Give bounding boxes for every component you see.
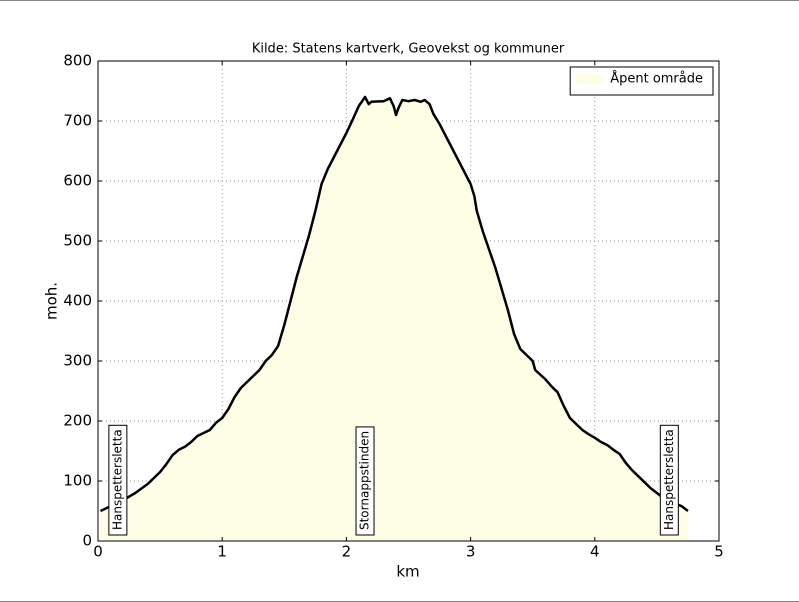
profile-line <box>99 95 689 513</box>
x-tick-label: 3 <box>466 543 476 561</box>
x-tick-label: 2 <box>342 543 352 561</box>
y-tick-label: 500 <box>63 232 92 250</box>
annotation: Stornappstinden <box>355 426 375 536</box>
x-tick-label: 4 <box>590 543 600 561</box>
y-tick-label: 400 <box>63 292 92 310</box>
annotation-label: Hanspettersletta <box>662 429 676 530</box>
annotation: Hanspettersletta <box>659 424 679 536</box>
y-tick-label: 600 <box>63 172 92 190</box>
annotation-label: Hanspettersletta <box>110 429 124 530</box>
legend-label: Åpent område <box>610 71 703 87</box>
chart-title: Kilde: Statens kartverk, Geovekst og kom… <box>252 42 565 57</box>
annotation-box <box>355 426 375 536</box>
y-tick-label: 100 <box>63 472 92 490</box>
annotation-box <box>108 424 128 536</box>
x-tick-label: 5 <box>714 543 724 561</box>
legend-swatch <box>576 74 605 84</box>
y-tick-label: 0 <box>82 532 92 550</box>
annotation-box <box>659 424 679 536</box>
y-tick-label: 800 <box>63 52 92 70</box>
annotation-label: Stornappstinden <box>358 431 372 530</box>
legend: Åpent område <box>569 66 714 96</box>
x-axis-label: km <box>396 563 419 581</box>
area-fill <box>100 97 688 541</box>
x-tick-label: 0 <box>93 543 103 561</box>
y-tick-label: 300 <box>63 352 92 370</box>
x-tick-label: 1 <box>217 543 227 561</box>
y-tick-label: 200 <box>63 412 92 430</box>
y-tick-label: 700 <box>63 112 92 130</box>
y-axis-label: moh. <box>43 282 61 320</box>
annotation: Hanspettersletta <box>108 424 128 536</box>
